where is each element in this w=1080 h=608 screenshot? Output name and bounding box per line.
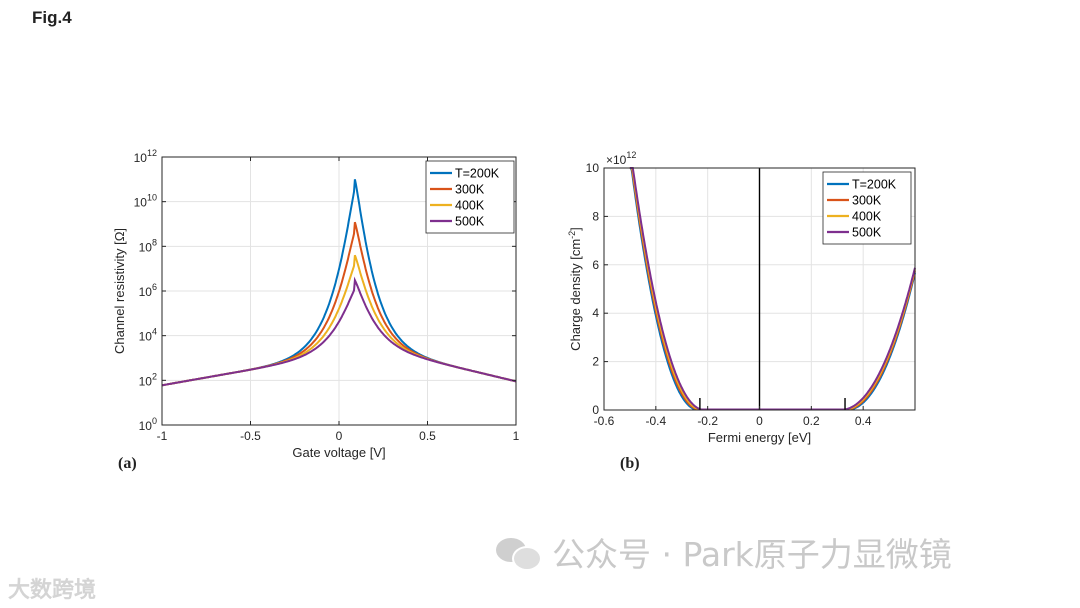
chart-panel-a: -1 -0.5 0 0.5 1 100 102 104 106 108 1010 1012 Gate v… — [112, 148, 520, 460]
xtick-label-b-5: 0.4 — [855, 414, 872, 428]
legend-label-3: 500K — [455, 215, 485, 229]
panel-label-b: (b) — [620, 455, 640, 472]
ytick-label-b-3: 6 — [592, 258, 599, 272]
ytick-label-b-2: 4 — [592, 306, 599, 320]
ytick-label-a-5: 1010 — [134, 193, 157, 210]
legend-label-0: T=200K — [852, 178, 897, 192]
ytick-label-a-4: 108 — [139, 237, 157, 254]
legend-label-2: 400K — [852, 210, 882, 224]
legend-label-0: T=200K — [455, 167, 500, 181]
ytick-label-b-0: 0 — [592, 403, 599, 417]
ytick-label-a-6: 1012 — [134, 148, 157, 165]
legend-label-1: 300K — [455, 183, 485, 197]
xtick-label-a-4: 1 — [513, 429, 520, 443]
xtick-label-a-2: 0 — [336, 429, 343, 443]
legend-label-3: 500K — [852, 226, 882, 240]
panel-label-a: (a) — [118, 455, 137, 472]
ytick-label-b-5: 10 — [586, 161, 600, 175]
legend-label-2: 400K — [455, 199, 485, 213]
watermark-small: 大数跨境 — [8, 578, 97, 603]
xtick-label-b-1: -0.4 — [645, 414, 666, 428]
xtick-label-b-4: 0.2 — [803, 414, 820, 428]
xtick-label-a-3: 0.5 — [419, 429, 436, 443]
xtick-label-a-0: -1 — [157, 429, 168, 443]
wechat-icon — [496, 534, 542, 571]
xtick-label-b-2: -0.2 — [697, 414, 718, 428]
x-axis-label-a: Gate voltage [V] — [292, 445, 385, 460]
xtick-label-b-3: 0 — [756, 414, 763, 428]
y-axis-label-b: Charge density [cm-2] — [567, 227, 583, 351]
ytick-label-a-0: 100 — [139, 416, 157, 433]
y-axis-label-a: Channel resistivity [Ω] — [112, 228, 127, 354]
chart-panel-b: -0.6 -0.4 -0.2 0 0.2 0.4 0 2 4 6 8 10 ×1012 Fermi ene… — [567, 150, 916, 445]
y-multiplier-b: ×1012 — [606, 150, 636, 167]
watermark: 公众号 · Park原子力显微镜 — [496, 528, 952, 576]
xtick-label-a-1: -0.5 — [240, 429, 261, 443]
ytick-label-b-1: 2 — [592, 355, 599, 369]
ytick-label-a-2: 104 — [139, 327, 157, 344]
legend-label-1: 300K — [852, 194, 882, 208]
xtick-label-b-0: -0.6 — [594, 414, 615, 428]
x-axis-label-b: Fermi energy [eV] — [708, 430, 811, 445]
ytick-label-b-4: 8 — [592, 209, 599, 223]
figure-title: Fig.4 — [32, 8, 72, 27]
watermark-text: 公众号 · Park原子力显微镜 — [552, 535, 952, 574]
ytick-label-a-1: 102 — [139, 371, 157, 388]
series-a-3 — [161, 276, 517, 387]
ytick-label-a-3: 106 — [139, 282, 157, 299]
